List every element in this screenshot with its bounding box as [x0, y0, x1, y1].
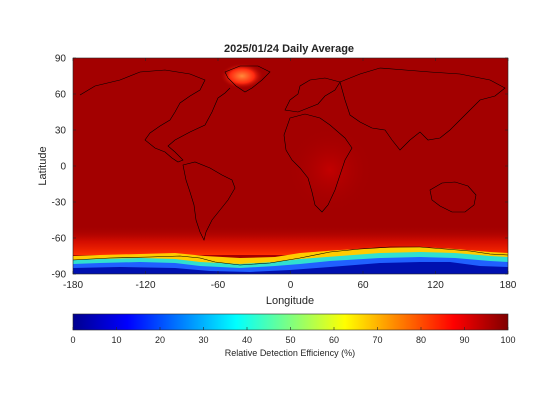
colorbar-tick-label: 60: [329, 335, 339, 345]
colorbar-tick-label: 80: [416, 335, 426, 345]
greenland-hotspot: [220, 63, 264, 89]
coast-asia: [339, 67, 506, 151]
coastlines: [73, 65, 508, 266]
colorbar-tick-label: 10: [111, 335, 121, 345]
colorbar-tick-label: 100: [500, 335, 515, 345]
x-tick-label: -120: [135, 280, 155, 291]
y-axis-label: Latitude: [37, 146, 49, 185]
coast-antarctica: [73, 246, 508, 266]
y-tick-label: 30: [55, 126, 67, 137]
colorbar-tick-label: 70: [372, 335, 382, 345]
chart-title: 2025/01/24 Daily Average: [224, 43, 354, 55]
colorbar-tick-label: 20: [155, 335, 165, 345]
colorbar-tick-label: 0: [70, 335, 75, 345]
x-tick-label: -180: [63, 280, 83, 291]
coast-africa: [283, 113, 353, 213]
coast-south-america: [182, 161, 236, 241]
x-tick-label: 180: [500, 280, 517, 291]
colorbar-tick-label: 50: [285, 335, 295, 345]
south-band-navy: [73, 262, 508, 274]
x-tick-label: 0: [288, 280, 294, 291]
y-tick-label: 60: [55, 90, 67, 101]
x-axis-ticks: -180 -120 -60 0 60 120 180: [63, 58, 517, 291]
x-tick-label: 60: [357, 280, 369, 291]
coast-greenland: [224, 65, 271, 93]
y-tick-label: -90: [52, 270, 67, 281]
heatmap-area: [73, 58, 508, 274]
colorbar-ticks: 0 10 20 30 40 50 60 70 80 90 100: [70, 327, 516, 345]
colorbar-tick-label: 90: [459, 335, 469, 345]
y-tick-label: 0: [60, 162, 66, 173]
coast-australia: [429, 181, 477, 213]
colorbar-tick-label: 40: [242, 335, 252, 345]
colorbar-tick-label: 30: [198, 335, 208, 345]
x-tick-label: -60: [211, 280, 226, 291]
y-tick-label: -60: [52, 234, 67, 245]
coast-north-america: [79, 69, 231, 163]
y-tick-label: -30: [52, 198, 67, 209]
y-axis-ticks: 90 60 30 0 -30 -60 -90: [52, 54, 508, 281]
x-tick-label: 120: [427, 280, 444, 291]
y-tick-label: 90: [55, 54, 67, 65]
colorbar-label: Relative Detection Efficiency (%): [225, 348, 355, 358]
africa-lower-region: [285, 125, 375, 215]
x-axis-label: Longitude: [266, 295, 314, 307]
